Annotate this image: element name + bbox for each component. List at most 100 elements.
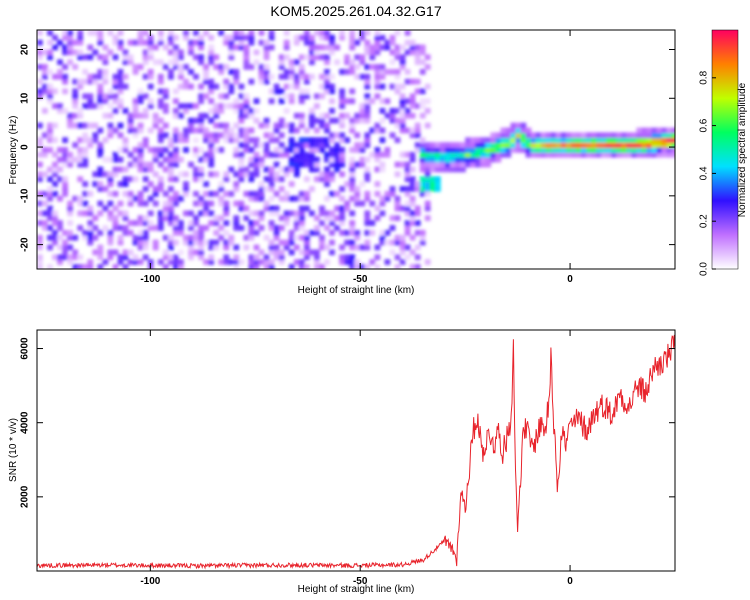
heatmap-cell xyxy=(62,34,68,41)
heatmap-cell xyxy=(112,215,119,221)
heatmap-cell xyxy=(223,176,230,182)
heatmap-cell xyxy=(419,69,426,75)
heatmap-cell xyxy=(349,147,356,153)
heatmap-cell xyxy=(82,54,89,61)
heatmap-cell xyxy=(379,195,386,202)
heatmap-cell xyxy=(263,64,270,70)
spectrogram-y-tick-label: 10 xyxy=(20,92,31,104)
heatmap-cell xyxy=(42,200,48,207)
heatmap-cell xyxy=(334,156,340,163)
heatmap-cell xyxy=(460,166,466,173)
heatmap-cell xyxy=(253,171,260,178)
heatmap-cell xyxy=(107,112,114,119)
heatmap-cell xyxy=(77,176,84,182)
heatmap-cell xyxy=(253,108,260,114)
heatmap-cell xyxy=(188,234,194,241)
heatmap-cell xyxy=(344,259,350,265)
heatmap-cell xyxy=(439,161,446,168)
heatmap-cell xyxy=(268,220,275,226)
heatmap-cell xyxy=(77,225,84,231)
heatmap-cell xyxy=(52,210,58,217)
heatmap-cell xyxy=(208,44,215,51)
heatmap-cell xyxy=(243,108,250,114)
heatmap-cell xyxy=(314,156,320,163)
heatmap-cell xyxy=(298,259,305,265)
heatmap-cell xyxy=(510,137,517,143)
heatmap-cell xyxy=(223,254,230,261)
heatmap-cell xyxy=(127,249,134,256)
heatmap-cell xyxy=(309,122,315,129)
heatmap-cell xyxy=(450,151,456,158)
heatmap-cell xyxy=(273,225,280,231)
heatmap-cell xyxy=(288,137,295,143)
heatmap-cell xyxy=(263,147,270,153)
heatmap-cell xyxy=(419,49,426,56)
heatmap-cell xyxy=(263,151,270,158)
heatmap-cell xyxy=(142,54,149,61)
heatmap-cell xyxy=(409,200,416,207)
heatmap-cell xyxy=(218,225,225,231)
heatmap-cell xyxy=(213,171,220,178)
heatmap-cell xyxy=(228,234,235,241)
heatmap-cell xyxy=(107,132,114,139)
heatmap-cell xyxy=(490,156,497,163)
colorbar-gradient xyxy=(712,30,738,269)
heatmap-cell xyxy=(424,191,431,197)
heatmap-cell xyxy=(535,151,542,158)
heatmap-cell xyxy=(424,122,431,129)
heatmap-cell xyxy=(424,161,431,168)
heatmap-cell xyxy=(510,122,517,129)
heatmap-cell xyxy=(439,151,446,158)
heatmap-cell xyxy=(147,34,154,41)
heatmap-cell xyxy=(379,108,386,114)
heatmap-cell xyxy=(293,83,300,90)
heatmap-cell xyxy=(57,234,63,241)
heatmap-cell xyxy=(142,254,149,261)
heatmap-cell xyxy=(168,244,174,251)
heatmap-cell xyxy=(47,54,53,61)
heatmap-cell xyxy=(97,142,104,148)
heatmap-cell xyxy=(213,230,220,236)
heatmap-cell xyxy=(112,225,119,231)
heatmap-cell xyxy=(258,210,265,217)
heatmap-cell xyxy=(374,244,381,251)
heatmap-cell xyxy=(631,132,638,139)
heatmap-cell xyxy=(319,147,325,153)
heatmap-cell xyxy=(339,137,345,143)
heatmap-cell xyxy=(389,39,396,46)
heatmap-cell xyxy=(581,151,587,158)
heatmap-cell xyxy=(132,195,139,202)
heatmap-cell xyxy=(434,166,441,173)
heatmap-cell xyxy=(77,34,84,41)
heatmap-cell xyxy=(193,39,199,46)
heatmap-cell xyxy=(324,137,330,143)
heatmap-cell xyxy=(52,215,58,221)
heatmap-cell xyxy=(122,254,129,261)
heatmap-cell xyxy=(47,166,53,173)
heatmap-cell xyxy=(157,161,164,168)
heatmap-cell xyxy=(268,205,275,212)
heatmap-cell xyxy=(374,78,381,85)
heatmap-cell xyxy=(107,30,114,36)
heatmap-cell xyxy=(253,137,260,143)
heatmap-cell xyxy=(656,137,663,143)
heatmap-cell xyxy=(142,39,149,46)
heatmap-cell xyxy=(319,93,325,100)
heatmap-cell xyxy=(334,44,340,51)
heatmap-cell xyxy=(404,230,411,236)
heatmap-cell xyxy=(92,181,99,187)
heatmap-cell xyxy=(97,103,104,109)
heatmap-cell xyxy=(173,225,179,231)
heatmap-cell xyxy=(414,54,421,61)
heatmap-cell xyxy=(107,210,114,217)
heatmap-cell xyxy=(248,220,255,226)
heatmap-cell xyxy=(404,49,411,56)
heatmap-cell xyxy=(616,151,622,158)
heatmap-cell xyxy=(369,259,376,265)
heatmap-cell xyxy=(394,161,401,168)
heatmap-cell xyxy=(72,195,79,202)
heatmap-cell xyxy=(162,254,169,261)
heatmap-cell xyxy=(127,39,134,46)
heatmap-cell xyxy=(37,210,43,217)
